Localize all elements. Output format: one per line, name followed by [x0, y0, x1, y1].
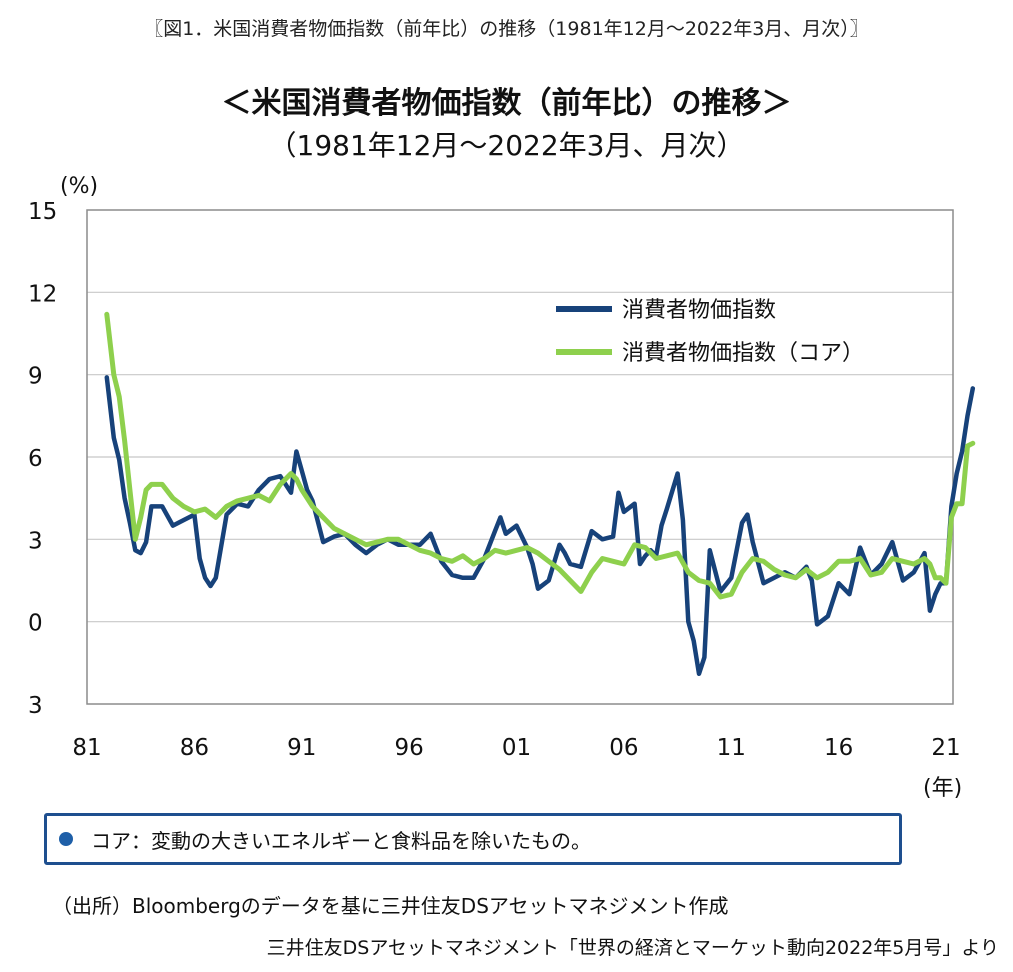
- legend-label-cpi: 消費者物価指数: [622, 298, 776, 323]
- source-text: （出所）Bloombergのデータを基に三井住友DSアセットマネジメント作成: [52, 894, 729, 918]
- bullet-dot-icon: [59, 832, 73, 846]
- x-tick-label: 01: [502, 735, 531, 761]
- x-tick-label: 96: [394, 735, 423, 761]
- y-tick-label: 6: [28, 446, 43, 472]
- x-tick-label: 06: [609, 735, 638, 761]
- x-unit-label: (年): [923, 776, 962, 801]
- y-tick-label: 3: [28, 528, 43, 554]
- x-tick-label: 11: [717, 735, 746, 761]
- grid-lines: [87, 291, 953, 623]
- y-tick-label: 9: [28, 364, 43, 390]
- y-tick-label: 3: [28, 693, 43, 719]
- y-unit-label: (%): [60, 174, 98, 199]
- legend: 消費者物価指数 消費者物価指数（コア）: [556, 298, 864, 366]
- note-text: コア：変動の大きいエネルギーと食料品を除いたもの。: [91, 828, 591, 853]
- x-tick-label: 86: [180, 735, 209, 761]
- y-tick-label: 12: [28, 281, 57, 307]
- legend-label-core: 消費者物価指数（コア）: [622, 341, 864, 366]
- x-tick-label: 91: [287, 735, 316, 761]
- figure-caption: 〖図1．米国消費者物価指数（前年比）の推移（1981年12月～2022年3月、月…: [144, 18, 869, 40]
- note-box: コア：変動の大きいエネルギーと食料品を除いたもの。: [44, 813, 902, 865]
- y-tick-label: 15: [28, 199, 57, 225]
- x-tick-label: 21: [931, 735, 960, 761]
- plot-area-frame: [86, 209, 954, 705]
- y-tick-label: 0: [28, 611, 43, 637]
- series-lines: [104, 311, 976, 677]
- chart-title: ＜米国消費者物価指数（前年比）の推移＞: [221, 86, 792, 121]
- series-line-core-cpi: [104, 311, 976, 600]
- x-tick-label: 16: [824, 735, 853, 761]
- x-tick-label: 81: [72, 735, 101, 761]
- chart-subtitle: （1981年12月～2022年3月、月次）: [268, 129, 745, 162]
- series-line-cpi: [104, 375, 976, 677]
- credit-text: 三井住友DSアセットマネジメント「世界の経済とマーケット動向2022年5月号」よ…: [266, 937, 999, 959]
